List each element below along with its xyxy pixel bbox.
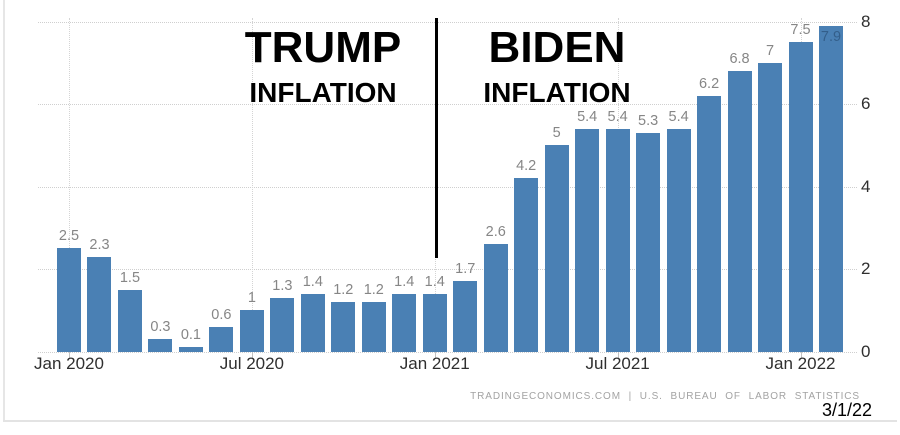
bar-value-label: 4.2 bbox=[516, 158, 537, 175]
bar bbox=[727, 71, 752, 352]
bar bbox=[239, 310, 264, 352]
bar-value-label: 5 bbox=[552, 125, 561, 142]
bar-value-label: 7.5 bbox=[790, 22, 811, 39]
bar bbox=[514, 178, 539, 352]
bar bbox=[117, 289, 142, 352]
bar bbox=[453, 281, 478, 352]
bar bbox=[361, 302, 386, 352]
bar-value-label: 6.2 bbox=[698, 75, 720, 92]
v-gridline bbox=[69, 18, 70, 352]
trump-annotation-title: TRUMP bbox=[244, 23, 402, 72]
bar bbox=[270, 297, 295, 352]
bar-value-label: 1.2 bbox=[333, 282, 354, 298]
bar bbox=[788, 42, 813, 352]
h-gridline bbox=[38, 269, 857, 270]
bar bbox=[422, 293, 447, 352]
biden-annotation-title: BIDEN bbox=[488, 23, 626, 72]
x-axis-tick bbox=[251, 351, 253, 358]
biden-annotation-subtitle: INFLATION bbox=[483, 77, 631, 108]
bar bbox=[57, 248, 81, 352]
bar bbox=[148, 339, 173, 352]
x-axis-tick bbox=[617, 351, 619, 358]
bar bbox=[636, 132, 661, 352]
h-gridline bbox=[38, 104, 857, 105]
bar bbox=[758, 62, 783, 352]
x-axis-tick bbox=[434, 351, 436, 358]
bar-value-label: 6.8 bbox=[729, 51, 750, 67]
bar bbox=[392, 293, 417, 352]
v-gridline bbox=[251, 18, 253, 352]
bar bbox=[697, 95, 722, 352]
h-gridline bbox=[38, 186, 857, 188]
bar-value-label: 0.6 bbox=[211, 306, 232, 323]
bar-value-label: 7.9 bbox=[820, 28, 842, 45]
bar bbox=[544, 145, 569, 352]
source-attribution: TRADINGECONOMICS.COM | U.S. BUREAU OF LA… bbox=[470, 391, 860, 402]
bar-value-label: 1.5 bbox=[119, 269, 141, 286]
y-axis-label: 4 bbox=[861, 176, 871, 196]
x-axis-label: Jan 2021 bbox=[399, 354, 470, 373]
bar-value-label: 0.1 bbox=[180, 327, 201, 344]
h-gridline bbox=[38, 21, 857, 23]
bar-value-label: 5.4 bbox=[577, 108, 598, 125]
bar bbox=[819, 25, 843, 352]
bar-value-label: 1.4 bbox=[302, 273, 323, 290]
bar bbox=[575, 128, 600, 352]
bar bbox=[87, 256, 112, 352]
x-axis-label: Jan 2022 bbox=[765, 354, 836, 373]
bar-value-label: 5.4 bbox=[607, 108, 628, 125]
y-axis-label: 0 bbox=[861, 341, 871, 361]
bar-value-label: 2.6 bbox=[485, 224, 506, 241]
bar bbox=[209, 326, 234, 352]
trump-annotation-subtitle: INFLATION bbox=[249, 77, 397, 108]
x-axis-tick bbox=[69, 351, 70, 358]
bar-value-label: 1.3 bbox=[272, 277, 293, 294]
bar bbox=[331, 302, 356, 352]
card-left-border bbox=[3, 0, 5, 421]
bar-value-label: 1.2 bbox=[363, 282, 384, 298]
bar bbox=[300, 293, 325, 352]
y-axis-label: 2 bbox=[861, 259, 871, 278]
bar-value-label: 5.4 bbox=[668, 108, 689, 125]
bar-value-label: 1 bbox=[247, 290, 256, 307]
bar-value-label: 1.4 bbox=[424, 273, 445, 290]
bar-value-label: 1.4 bbox=[394, 273, 415, 290]
y-axis-label: 8 bbox=[861, 11, 871, 31]
bar bbox=[605, 128, 630, 352]
bar-value-label: 2.5 bbox=[58, 228, 80, 245]
bar-value-label: 0.3 bbox=[150, 319, 171, 336]
h-gridline bbox=[38, 351, 857, 353]
x-axis-tick bbox=[800, 351, 802, 358]
card-bottom-border bbox=[3, 420, 897, 422]
x-axis-label: Jul 2021 bbox=[585, 354, 650, 373]
bar-value-label: 7 bbox=[765, 42, 775, 59]
chart-date: 3/1/22 bbox=[821, 400, 872, 420]
bar-value-label: 2.3 bbox=[89, 236, 110, 253]
trump-annotation: TRUMP INFLATION bbox=[203, 26, 443, 107]
bar-value-label: 1.7 bbox=[455, 261, 476, 278]
x-axis-label: Jan 2020 bbox=[34, 354, 104, 373]
bar bbox=[483, 244, 508, 352]
era-divider-line bbox=[435, 18, 438, 258]
bar-value-label: 5.3 bbox=[638, 112, 659, 129]
y-axis-label: 6 bbox=[861, 94, 871, 113]
bar bbox=[178, 347, 203, 352]
bar bbox=[666, 128, 691, 352]
biden-annotation: BIDEN INFLATION bbox=[437, 26, 677, 107]
x-axis-label: Jul 2020 bbox=[219, 354, 285, 373]
